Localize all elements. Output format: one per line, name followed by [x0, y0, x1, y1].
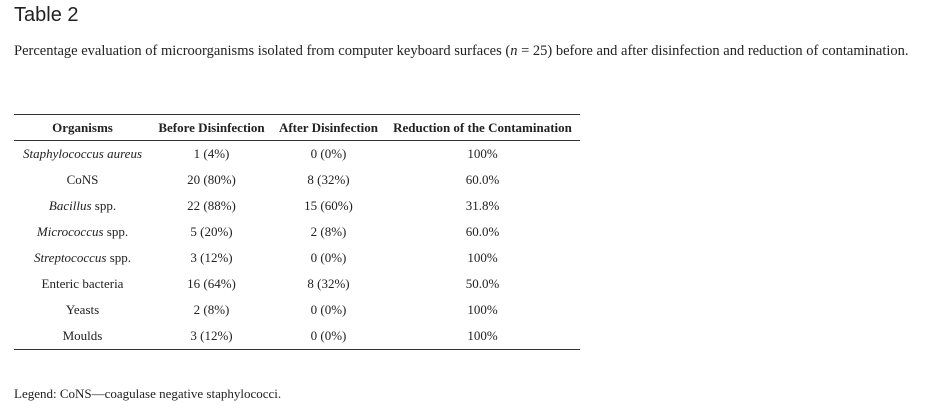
after-disinfection-cell: 15 (60%)	[304, 198, 353, 213]
organism-genus: Micrococcus	[36, 224, 104, 239]
organism-cell: Moulds	[14, 323, 151, 350]
table-row: Enteric bacteria 16 (64%) 8 (32%) 50.0%	[14, 271, 580, 297]
reduction-cell: 100%	[467, 250, 498, 265]
organism-cell: Enteric bacteria	[14, 271, 151, 297]
table-row: Moulds 3 (12%) 0 (0%) 100%	[14, 323, 580, 350]
table-legend: Legend: CoNS—coagulase negative staphylo…	[14, 386, 282, 401]
organism-name: Yeasts	[65, 302, 100, 317]
organism-genus: Streptococcus	[33, 250, 107, 265]
organisms-table: Organisms Before Disinfection After Disi…	[14, 114, 580, 350]
organism-genus: Bacillus	[48, 198, 92, 213]
column-header-after-disinfection: After Disinfection	[278, 119, 379, 135]
caption-text-end: = 25) before and after disinfection and …	[517, 43, 909, 59]
column-header-reduction: Reduction of the Contamination	[393, 119, 572, 135]
reduction-cell: 100%	[467, 146, 498, 161]
organism-suffix: spp.	[103, 224, 129, 239]
organism-cell: Yeasts	[14, 297, 151, 323]
before-disinfection-cell: 1 (4%)	[193, 146, 230, 161]
organism-suffix: spp.	[106, 250, 131, 265]
organism-name: Staphylococcus aureus	[22, 146, 143, 161]
reduction-cell: 100%	[467, 302, 498, 317]
caption-n-symbol: n	[510, 43, 518, 59]
organism-cell: Bacillus spp.	[14, 193, 151, 219]
after-disinfection-cell: 2 (8%)	[310, 224, 347, 239]
reduction-cell: 31.8%	[465, 198, 500, 213]
table-row: Micrococcus spp. 5 (20%) 2 (8%) 60.0%	[14, 219, 580, 245]
organism-cell: CoNS	[14, 167, 151, 193]
organism-cell: Staphylococcus aureus	[14, 141, 151, 168]
column-header-before-disinfection: Before Disinfection	[158, 119, 265, 135]
organism-cell: Micrococcus spp.	[14, 219, 151, 245]
table-row: Bacillus spp. 22 (88%) 15 (60%) 31.8%	[14, 193, 580, 219]
after-disinfection-cell: 0 (0%)	[310, 302, 347, 317]
table-row: Streptococcus spp. 3 (12%) 0 (0%) 100%	[14, 245, 580, 271]
organism-cell: Streptococcus spp.	[14, 245, 151, 271]
before-disinfection-cell: 3 (12%)	[190, 328, 233, 343]
table-title: Table 2	[14, 4, 79, 26]
organism-name: Enteric bacteria	[41, 276, 124, 291]
table-row: CoNS 20 (80%) 8 (32%) 60.0%	[14, 167, 580, 193]
before-disinfection-cell: 3 (12%)	[190, 250, 233, 265]
table-header-row: Organisms Before Disinfection After Disi…	[14, 114, 580, 141]
organism-suffix: spp.	[91, 198, 117, 213]
before-disinfection-cell: 2 (8%)	[193, 302, 230, 317]
reduction-cell: 60.0%	[465, 172, 500, 187]
after-disinfection-cell: 0 (0%)	[310, 146, 347, 161]
column-header-organisms: Organisms	[52, 119, 113, 135]
organism-name: CoNS	[66, 172, 99, 187]
before-disinfection-cell: 5 (20%)	[190, 224, 233, 239]
table-row: Staphylococcus aureus 1 (4%) 0 (0%) 100%	[14, 141, 580, 168]
reduction-cell: 100%	[467, 328, 498, 343]
before-disinfection-cell: 22 (88%)	[187, 198, 236, 213]
before-disinfection-cell: 20 (80%)	[187, 172, 236, 187]
after-disinfection-cell: 8 (32%)	[307, 276, 350, 291]
table-row: Yeasts 2 (8%) 0 (0%) 100%	[14, 297, 580, 323]
after-disinfection-cell: 8 (32%)	[307, 172, 350, 187]
reduction-cell: 60.0%	[465, 224, 500, 239]
organism-name: Moulds	[62, 328, 103, 343]
after-disinfection-cell: 0 (0%)	[310, 250, 347, 265]
after-disinfection-cell: 0 (0%)	[310, 328, 347, 343]
reduction-cell: 50.0%	[465, 276, 500, 291]
caption-text-start: Percentage evaluation of microorganisms …	[14, 43, 511, 59]
table-body: Staphylococcus aureus 1 (4%) 0 (0%) 100% CoN…	[14, 141, 580, 350]
table-caption: Percentage evaluation of microorganisms …	[14, 41, 929, 62]
before-disinfection-cell: 16 (64%)	[187, 276, 236, 291]
